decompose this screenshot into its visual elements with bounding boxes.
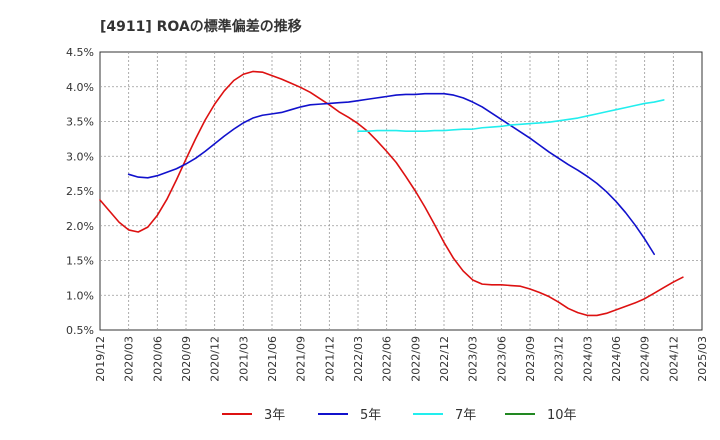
x-tick-label: 2024/09 (639, 336, 652, 382)
x-tick-label: 2023/12 (553, 336, 566, 382)
grid-layer (100, 52, 702, 330)
x-tick-label: 2023/09 (524, 336, 537, 382)
x-tick-label: 2020/12 (209, 336, 222, 382)
x-tick-label: 2020/03 (123, 336, 136, 382)
y-tick-label: 4.0% (66, 81, 94, 94)
legend-label-5年: 5年 (360, 408, 381, 423)
x-tick-label: 2021/03 (237, 336, 250, 382)
x-tick-label: 2023/03 (467, 336, 480, 382)
y-tick-label: 2.5% (66, 185, 94, 198)
series-layer (99, 70, 684, 317)
legend-label-3年: 3年 (264, 408, 285, 423)
x-tick-label: 2022/09 (409, 336, 422, 382)
x-tick-label: 2021/06 (266, 336, 279, 382)
series-line-5年 (127, 92, 656, 256)
x-tick-label: 2020/09 (180, 336, 193, 382)
x-tick-label: 2024/06 (610, 336, 623, 382)
y-tick-label: 3.0% (66, 150, 94, 163)
x-tick-label: 2024/03 (581, 336, 594, 382)
x-tick-label: 2022/12 (438, 336, 451, 382)
series-line-7年 (357, 99, 665, 133)
x-axis: 2019/12 2020/03 2020/06 2020/09 2020/12 2021/… (94, 336, 709, 382)
series-line-3年 (99, 70, 684, 317)
y-axis: 0.5% 1.0% 1.5% 2.0% 2.5% 3.0% 3.5% 4.0% 4.5% (66, 46, 94, 337)
x-tick-label: 2022/03 (352, 336, 365, 382)
chart-title: [4911] ROAの標準偏差の推移 (100, 18, 302, 35)
x-tick-label: 2023/06 (495, 336, 508, 382)
x-tick-label: 2019/12 (94, 336, 107, 382)
y-tick-label: 0.5% (66, 324, 94, 337)
legend-label-7年: 7年 (455, 408, 476, 423)
x-tick-label: 2021/09 (295, 336, 308, 382)
legend: 3年 5年 7年 10年 (222, 408, 577, 423)
y-tick-label: 2.0% (66, 220, 94, 233)
x-tick-label: 2024/12 (667, 336, 680, 382)
x-tick-label: 2022/06 (381, 336, 394, 382)
y-tick-label: 1.0% (66, 289, 94, 302)
y-tick-label: 1.5% (66, 255, 94, 268)
y-tick-label: 4.5% (66, 46, 94, 59)
x-tick-label: 2025/03 (696, 336, 709, 382)
legend-label-10年: 10年 (547, 408, 577, 423)
x-tick-label: 2020/06 (151, 336, 164, 382)
y-tick-label: 3.5% (66, 116, 94, 129)
x-tick-label: 2021/12 (323, 336, 336, 382)
